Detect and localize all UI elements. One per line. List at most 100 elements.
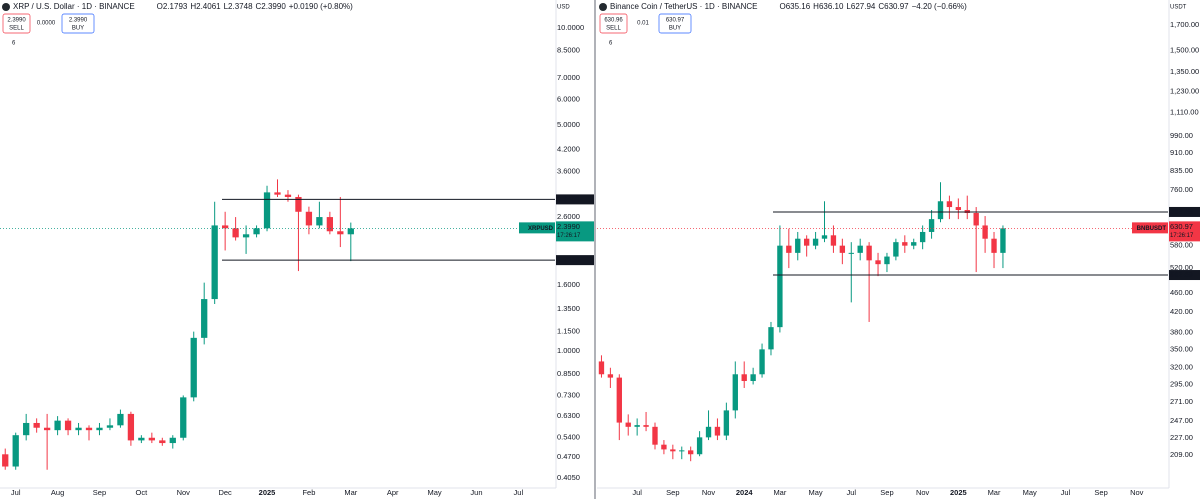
x-tick-label: Jun: [470, 488, 482, 497]
candle-body: [875, 260, 881, 265]
candle-body: [138, 437, 145, 441]
header-open: O635.16: [779, 2, 810, 11]
x-tick-label: May: [427, 488, 441, 497]
level-tag: [1169, 206, 1200, 217]
candle-body: [982, 225, 988, 239]
x-tick-label: 2025: [950, 488, 967, 497]
candle-body: [33, 422, 40, 428]
header-open: O2.1793: [157, 2, 188, 11]
y-tick-label: 0.5400: [557, 433, 580, 442]
sell-price: 2.3990: [7, 18, 26, 24]
x-tick-label: Feb: [302, 488, 315, 497]
candle-body: [955, 207, 962, 211]
candle-body: [919, 231, 926, 243]
x-tick-label: Mar: [988, 488, 1001, 497]
y-tick-label: 7.0000: [557, 73, 580, 82]
y-tick-label: 10.0000: [557, 23, 584, 32]
x-tick-label: 2024: [736, 488, 754, 497]
candle-body: [937, 201, 944, 220]
candle-body: [821, 235, 828, 239]
candle-body: [732, 374, 738, 411]
buy-label: BUY: [72, 26, 84, 32]
candle-body: [991, 238, 997, 253]
candle-body: [43, 427, 51, 431]
header-close: C2.3990: [256, 2, 287, 11]
y-tick-label: 1,110.00: [1170, 107, 1199, 116]
candle-body: [911, 242, 917, 246]
x-tick-label: May: [809, 488, 823, 497]
candle-body: [96, 427, 103, 431]
header-symbol: XRP / U.S. Dollar · 1D · BINANCE: [13, 2, 135, 11]
candle-body: [242, 234, 250, 238]
header-low: L2.3748: [224, 2, 253, 11]
candle-body: [714, 426, 721, 436]
y-tick-label: 460.00: [1170, 288, 1193, 297]
candle-body: [117, 413, 124, 426]
candle-body: [106, 425, 114, 428]
spread: 0.01: [637, 21, 649, 27]
candle-body: [598, 361, 605, 375]
header-symbol: Binance Coin / TetherUS · 1D · BINANCE: [610, 2, 757, 11]
y-tick-label: 760.00: [1170, 185, 1193, 194]
y-tick-label: 1,230.00: [1170, 86, 1199, 95]
currency-label: USD: [557, 5, 570, 11]
y-tick-label: 0.6300: [557, 411, 580, 420]
candle-body: [661, 444, 667, 450]
header-change: +0.0190 (+0.80%): [289, 2, 353, 11]
header-change: −4.20 (−0.66%): [912, 2, 967, 11]
x-tick-label: Sep: [880, 488, 893, 497]
level-label: 683.45: [1170, 207, 1193, 216]
candle-body: [222, 225, 229, 229]
candle-body: [643, 425, 649, 427]
candle-body: [848, 252, 854, 254]
candle-body: [253, 228, 260, 235]
candle-body: [705, 426, 712, 438]
y-tick-label: 5.0000: [557, 120, 580, 129]
last-price-box: [1169, 221, 1200, 242]
symbol-tag-box: [519, 222, 555, 234]
buy-label: BUY: [669, 26, 681, 32]
candle-body: [75, 427, 82, 431]
sell-button[interactable]: [599, 13, 628, 34]
header-close: C630.97: [878, 2, 909, 11]
x-tick-label: Jul: [1061, 488, 1071, 497]
x-tick-label: Jul: [514, 488, 524, 497]
buy-button[interactable]: [61, 13, 95, 34]
x-tick-label: Sep: [666, 488, 679, 497]
y-tick-label: 6.0000: [557, 95, 580, 104]
candle-body: [973, 213, 979, 226]
y-tick-label: 3.6000: [557, 166, 580, 175]
sell-button[interactable]: [2, 13, 31, 34]
x-tick-label: Dec: [218, 488, 232, 497]
y-tick-label: 835.00: [1170, 166, 1193, 175]
candle-body: [902, 242, 908, 246]
last-price-label: 630.97: [1170, 222, 1193, 231]
y-tick-label: 247.00: [1170, 416, 1193, 425]
header-high: H2.4061: [190, 2, 221, 11]
y-tick-label: 271.00: [1170, 397, 1193, 406]
y-tick-label: 320.00: [1170, 363, 1193, 372]
candle-body: [625, 422, 631, 427]
candle-body: [12, 435, 19, 467]
candle-body: [337, 231, 344, 235]
y-tick-label: 0.4050: [557, 473, 580, 482]
candle-body: [795, 238, 801, 253]
y-tick-label: 990.00: [1170, 131, 1193, 140]
candle-body: [2, 454, 9, 467]
sell-price: 630.96: [604, 18, 623, 24]
x-tick-label: 2025: [259, 488, 276, 497]
x-tick-label: Aug: [51, 488, 64, 497]
symbol-tag-box: [1132, 222, 1168, 234]
sell-label: SELL: [9, 26, 24, 32]
countdown: 17:26:17: [1170, 233, 1194, 239]
buy-button[interactable]: [658, 13, 692, 34]
y-tick-label: 227.00: [1170, 433, 1193, 442]
y-tick-label: 1,350.00: [1170, 67, 1199, 76]
candle-body: [884, 256, 890, 265]
countdown: 17:26:17: [557, 233, 581, 239]
symbol-icon: [599, 3, 607, 11]
y-tick-label: 0.4700: [557, 452, 580, 461]
candle-body: [679, 450, 685, 452]
candle-body: [316, 217, 323, 226]
candle-body: [696, 437, 703, 455]
